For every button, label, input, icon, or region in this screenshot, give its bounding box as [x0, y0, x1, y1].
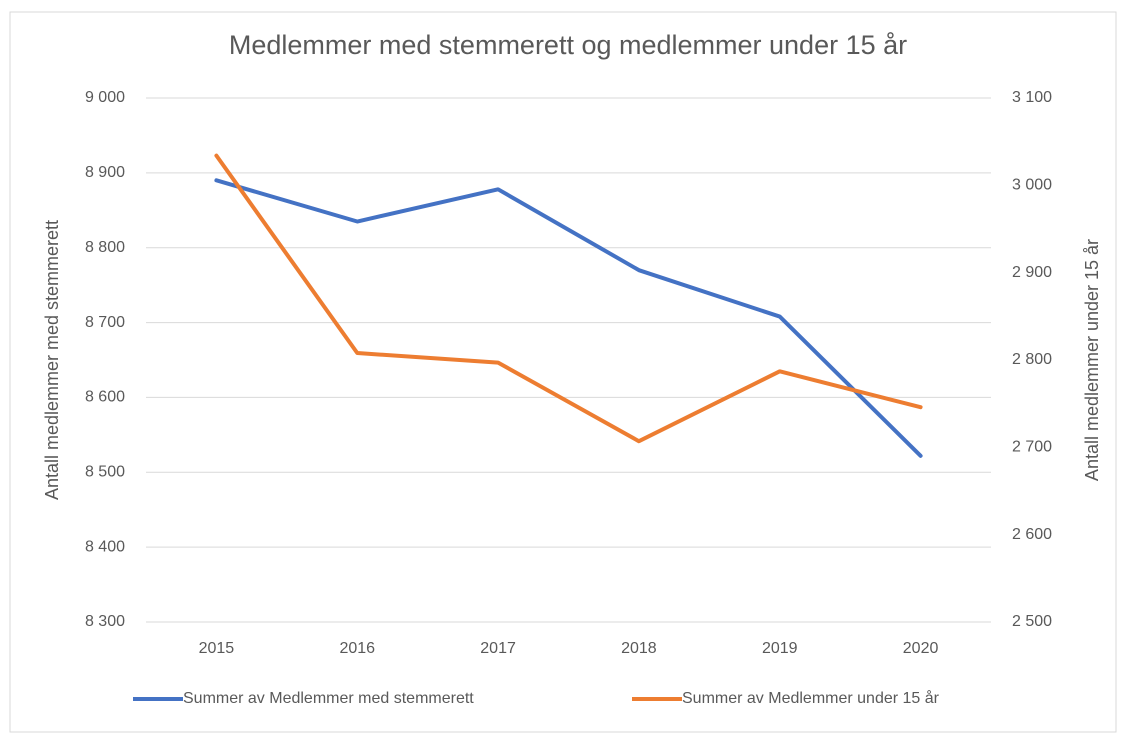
x-tick-label: 2016 [339, 640, 375, 657]
y2-tick-label: 3 100 [1012, 89, 1052, 106]
y2-tick-label: 2 900 [1012, 264, 1052, 281]
y2-tick-label: 2 600 [1012, 526, 1052, 543]
y2-axis-title: Antall medlemmer under 15 år [1082, 239, 1102, 481]
y2-tick-label: 2 700 [1012, 439, 1052, 456]
legend-label: Summer av Medlemmer under 15 år [682, 689, 940, 707]
x-tick-label: 2019 [762, 640, 798, 657]
y-tick-label: 8 500 [85, 464, 125, 481]
y2-tick-label: 3 000 [1012, 177, 1052, 194]
x-tick-label: 2017 [480, 640, 516, 657]
chart-frame [9, 11, 1117, 733]
y2-tick-label: 2 800 [1012, 351, 1052, 368]
y-tick-label: 8 400 [85, 538, 125, 555]
series-line [214, 153, 923, 444]
x-tick-label: 2015 [199, 640, 235, 657]
y-tick-label: 8 700 [85, 314, 125, 331]
legend-label: Summer av Medlemmer med stemmerett [183, 690, 474, 707]
x-tick-label: 2018 [621, 640, 657, 657]
y2-tick-label: 2 500 [1012, 613, 1052, 630]
y-tick-label: 9 000 [85, 89, 125, 106]
y-tick-label: 8 900 [85, 164, 125, 181]
chart-title: Medlemmer med stemmerett og medlemmer un… [229, 30, 907, 60]
y-tick-label: 8 600 [85, 389, 125, 406]
y-tick-label: 8 800 [85, 239, 125, 256]
y-axis-title: Antall medlemmer med stemmerett [42, 220, 62, 500]
series-line [214, 178, 923, 458]
y-tick-label: 8 300 [85, 613, 125, 630]
x-tick-label: 2020 [903, 640, 939, 657]
